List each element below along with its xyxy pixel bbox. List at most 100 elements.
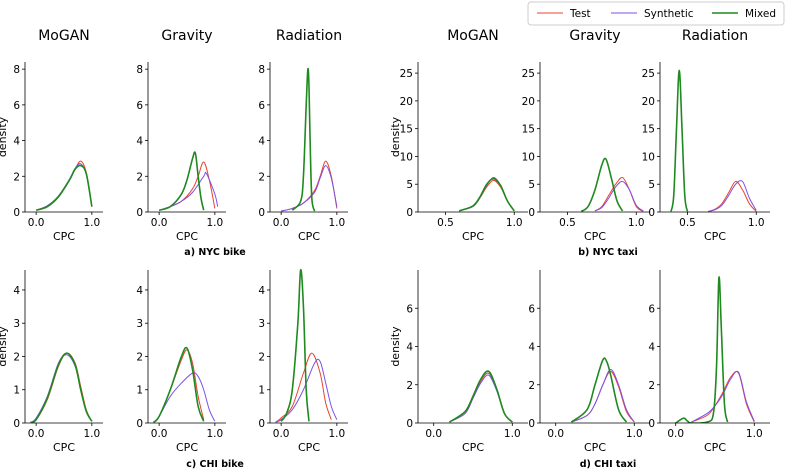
x-tick-label: 1.0: [207, 217, 224, 229]
y-tick-label: 4: [13, 136, 20, 148]
y-tick-label: 15: [642, 124, 655, 136]
panel-title: MoGAN: [38, 28, 90, 44]
panel-title: MoGAN: [447, 28, 499, 44]
legend-label-synthetic: Synthetic: [644, 8, 694, 20]
y-tick-label: 4: [648, 342, 655, 354]
caption-chi-bike: c) CHI bike: [186, 459, 244, 470]
y-tick-label: 0: [406, 207, 413, 219]
y-tick-label: 2: [136, 171, 143, 183]
y-tick-label: 25: [642, 68, 655, 80]
y-tick-label: 0: [13, 207, 20, 219]
x-tick-label: 0.0: [547, 428, 564, 440]
y-tick-label: 25: [400, 68, 413, 80]
y-axis-label: density: [0, 326, 9, 367]
y-tick-label: 20: [400, 96, 413, 108]
x-axis-label: CPC: [53, 441, 75, 454]
panel-11: 0 2 4 6 0.0 1.0 CPC: [648, 270, 770, 454]
y-tick-label: 4: [136, 136, 143, 148]
x-axis-label: CPC: [298, 441, 320, 454]
x-tick-label: 1.0: [506, 217, 523, 229]
y-tick-label: 2: [648, 380, 655, 392]
series-line-mixed: [675, 276, 729, 423]
series-line-synthetic: [30, 354, 93, 423]
x-axis-label: CPC: [298, 230, 320, 243]
x-tick-label: 1.0: [84, 217, 101, 229]
y-tick-label: 0: [13, 418, 20, 430]
series-line-mixed: [35, 164, 93, 211]
y-axis-label: density: [0, 116, 9, 157]
y-tick-label: 2: [13, 351, 20, 363]
y-tick-label: 2: [406, 380, 413, 392]
x-tick-label: 1.0: [84, 428, 101, 440]
x-tick-label: 1.0: [504, 428, 521, 440]
series-line-synthetic: [449, 374, 513, 423]
x-tick-label: 0.5: [559, 217, 576, 229]
y-tick-label: 6: [528, 303, 535, 315]
y-tick-label: 2: [258, 351, 265, 363]
y-tick-label: 4: [258, 285, 265, 297]
caption-nyc-bike: a) NYC bike: [184, 247, 245, 258]
x-tick-label: 1.0: [329, 217, 346, 229]
x-tick-label: 1.0: [746, 428, 763, 440]
panel-2: Radiation 0 2 4 6 8 0.0 1.0 CPC: [258, 28, 348, 243]
panel-3: MoGAN 0 5 10 15 20 25 0.5 1.0 CPC density: [389, 28, 528, 243]
series-line-mixed: [291, 67, 316, 212]
x-axis-label: CPC: [704, 441, 726, 454]
panel-5: Radiation 0 5 10 15 20 25 0.5 1.0 CPC: [642, 28, 770, 243]
panel-title: Radiation: [276, 28, 342, 44]
panel-6: 0 1 2 3 4 0.0 1.0 CPC density: [0, 270, 103, 454]
series-line-test: [707, 180, 757, 212]
x-tick-label: 1.0: [628, 217, 645, 229]
panel-8: 0 1 2 3 4 0.0 1.0 CPC: [258, 269, 348, 454]
series-line-mixed: [448, 370, 513, 423]
series-line-mixed: [30, 352, 93, 423]
series-line-test: [158, 161, 216, 211]
panel-0: MoGAN 0 2 4 6 8 0.0 1.0 CPC density: [0, 28, 103, 243]
panel-9: 0 2 4 6 0.0 1.0 CPC density: [389, 270, 528, 454]
y-tick-label: 20: [642, 96, 655, 108]
series-line-mixed: [458, 177, 515, 212]
series-line-test: [594, 176, 644, 212]
x-tick-label: 0.0: [667, 428, 684, 440]
y-tick-label: 0: [136, 207, 143, 219]
y-tick-label: 4: [406, 342, 413, 354]
x-tick-label: 0.0: [28, 217, 45, 229]
x-tick-label: 1.0: [207, 428, 224, 440]
x-tick-label: 0.0: [273, 217, 290, 229]
x-tick-label: 1.0: [329, 428, 346, 440]
series-line-test: [691, 371, 755, 423]
caption-chi-taxi: d) CHI taxi: [580, 459, 637, 470]
y-tick-label: 2: [136, 351, 143, 363]
y-tick-label: 6: [13, 100, 20, 112]
y-tick-label: 15: [400, 124, 413, 136]
y-tick-label: 1: [258, 385, 265, 397]
y-tick-label: 10: [642, 151, 655, 163]
x-tick-label: 0.5: [679, 217, 696, 229]
series-line-test: [275, 352, 332, 423]
y-tick-label: 2: [13, 171, 20, 183]
series-line-synthetic: [35, 163, 93, 211]
y-tick-label: 5: [528, 179, 535, 191]
series-line-synthetic: [691, 370, 755, 423]
x-axis-label: CPC: [53, 230, 75, 243]
series-line-mixed: [570, 357, 628, 423]
y-tick-label: 4: [528, 342, 535, 354]
x-axis-label: CPC: [462, 230, 484, 243]
y-tick-label: 15: [522, 124, 535, 136]
panel-1: Gravity 0 2 4 6 8 0.0 1.0 CPC: [136, 28, 226, 243]
panel-7: 0 1 2 3 4 0.0 1.0 CPC: [136, 270, 226, 454]
series-line-mixed: [580, 157, 624, 212]
series-line-synthetic: [153, 372, 216, 423]
series-line-mixed: [152, 346, 205, 423]
x-tick-label: 0.0: [425, 428, 442, 440]
series-line-test: [571, 370, 635, 423]
panel-title: Gravity: [161, 28, 212, 44]
y-tick-label: 0: [648, 418, 655, 430]
series-line-mixed: [670, 69, 689, 212]
y-tick-label: 4: [258, 136, 265, 148]
y-tick-label: 20: [522, 96, 535, 108]
y-tick-label: 2: [528, 380, 535, 392]
panels: MoGAN 0 2 4 6 8 0.0 1.0 CPC density Gravity 0 2 4 6 8 0.…: [0, 28, 770, 454]
y-tick-label: 10: [522, 151, 535, 163]
series-line-synthetic: [158, 171, 219, 211]
